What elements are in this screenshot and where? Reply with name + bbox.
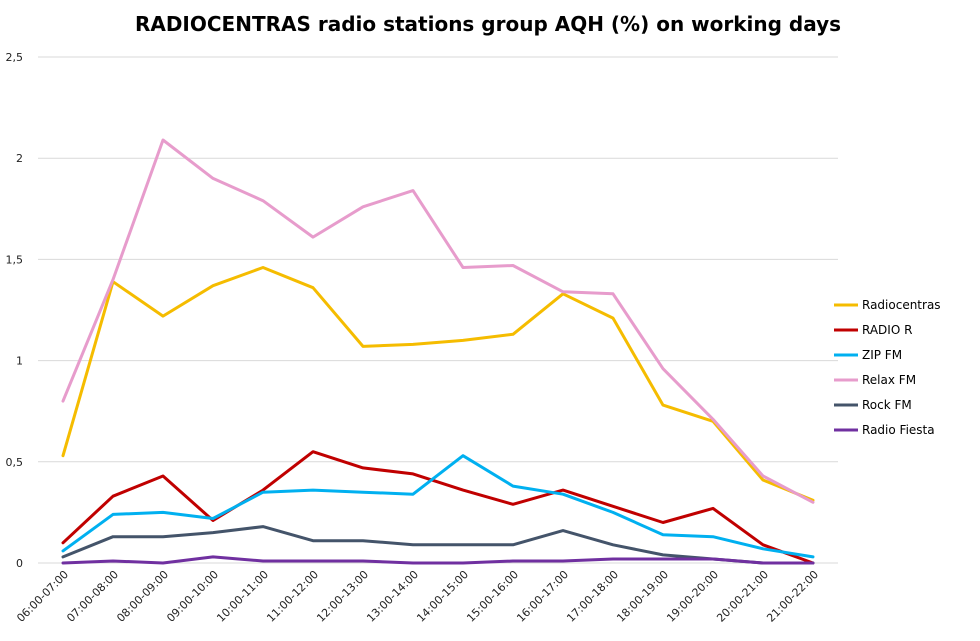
series-line — [61, 454, 815, 559]
legend-label: ZIP FM — [862, 348, 902, 362]
x-tick-label: 17:00-18:00 — [564, 568, 621, 625]
y-tick-label: 2 — [16, 152, 23, 165]
x-tick-label: 14:00-15:00 — [414, 568, 471, 625]
y-tick-label: 1,5 — [6, 253, 24, 266]
legend-label: Radio Fiesta — [862, 423, 935, 437]
chart-title: RADIOCENTRAS radio stations group AQH (%… — [134, 12, 842, 36]
legend-label: Relax FM — [862, 373, 916, 387]
y-tick-label: 0 — [16, 557, 23, 570]
series-line — [61, 450, 815, 565]
x-tick-label: 07:00-08:00 — [64, 568, 121, 625]
series-line — [61, 555, 815, 565]
y-gridlines — [38, 56, 838, 564]
legend-label: Radiocentras — [862, 298, 941, 312]
legend-label: RADIO R — [862, 323, 912, 337]
x-tick-label: 19:00-20:00 — [664, 568, 721, 625]
legend-label: Rock FM — [862, 398, 912, 412]
y-tick-label: 1 — [16, 355, 23, 368]
x-tick-label: 06:00-07:00 — [14, 568, 71, 625]
series-line — [61, 266, 815, 502]
x-tick-label: 09:00-10:00 — [164, 568, 221, 625]
x-tick-label: 16:00-17:00 — [514, 568, 571, 625]
x-tick-label: 10:00-11:00 — [214, 568, 271, 625]
x-tick-label: 11:00-12:00 — [264, 568, 321, 625]
series-line — [61, 138, 815, 504]
x-tick-label: 15:00-16:00 — [464, 568, 521, 625]
x-tick-label: 21:00-22:00 — [764, 568, 821, 625]
x-tick-label: 13:00-14:00 — [364, 568, 421, 625]
x-tick-label: 20:00-21:00 — [714, 568, 771, 625]
x-tick-label: 08:00-09:00 — [114, 568, 171, 625]
x-tick-label: 18:00-19:00 — [614, 568, 671, 625]
y-tick-label: 0,5 — [6, 456, 24, 469]
series-line — [61, 525, 815, 565]
y-tick-label: 2,5 — [6, 51, 24, 64]
x-tick-label: 12:00-13:00 — [314, 568, 371, 625]
